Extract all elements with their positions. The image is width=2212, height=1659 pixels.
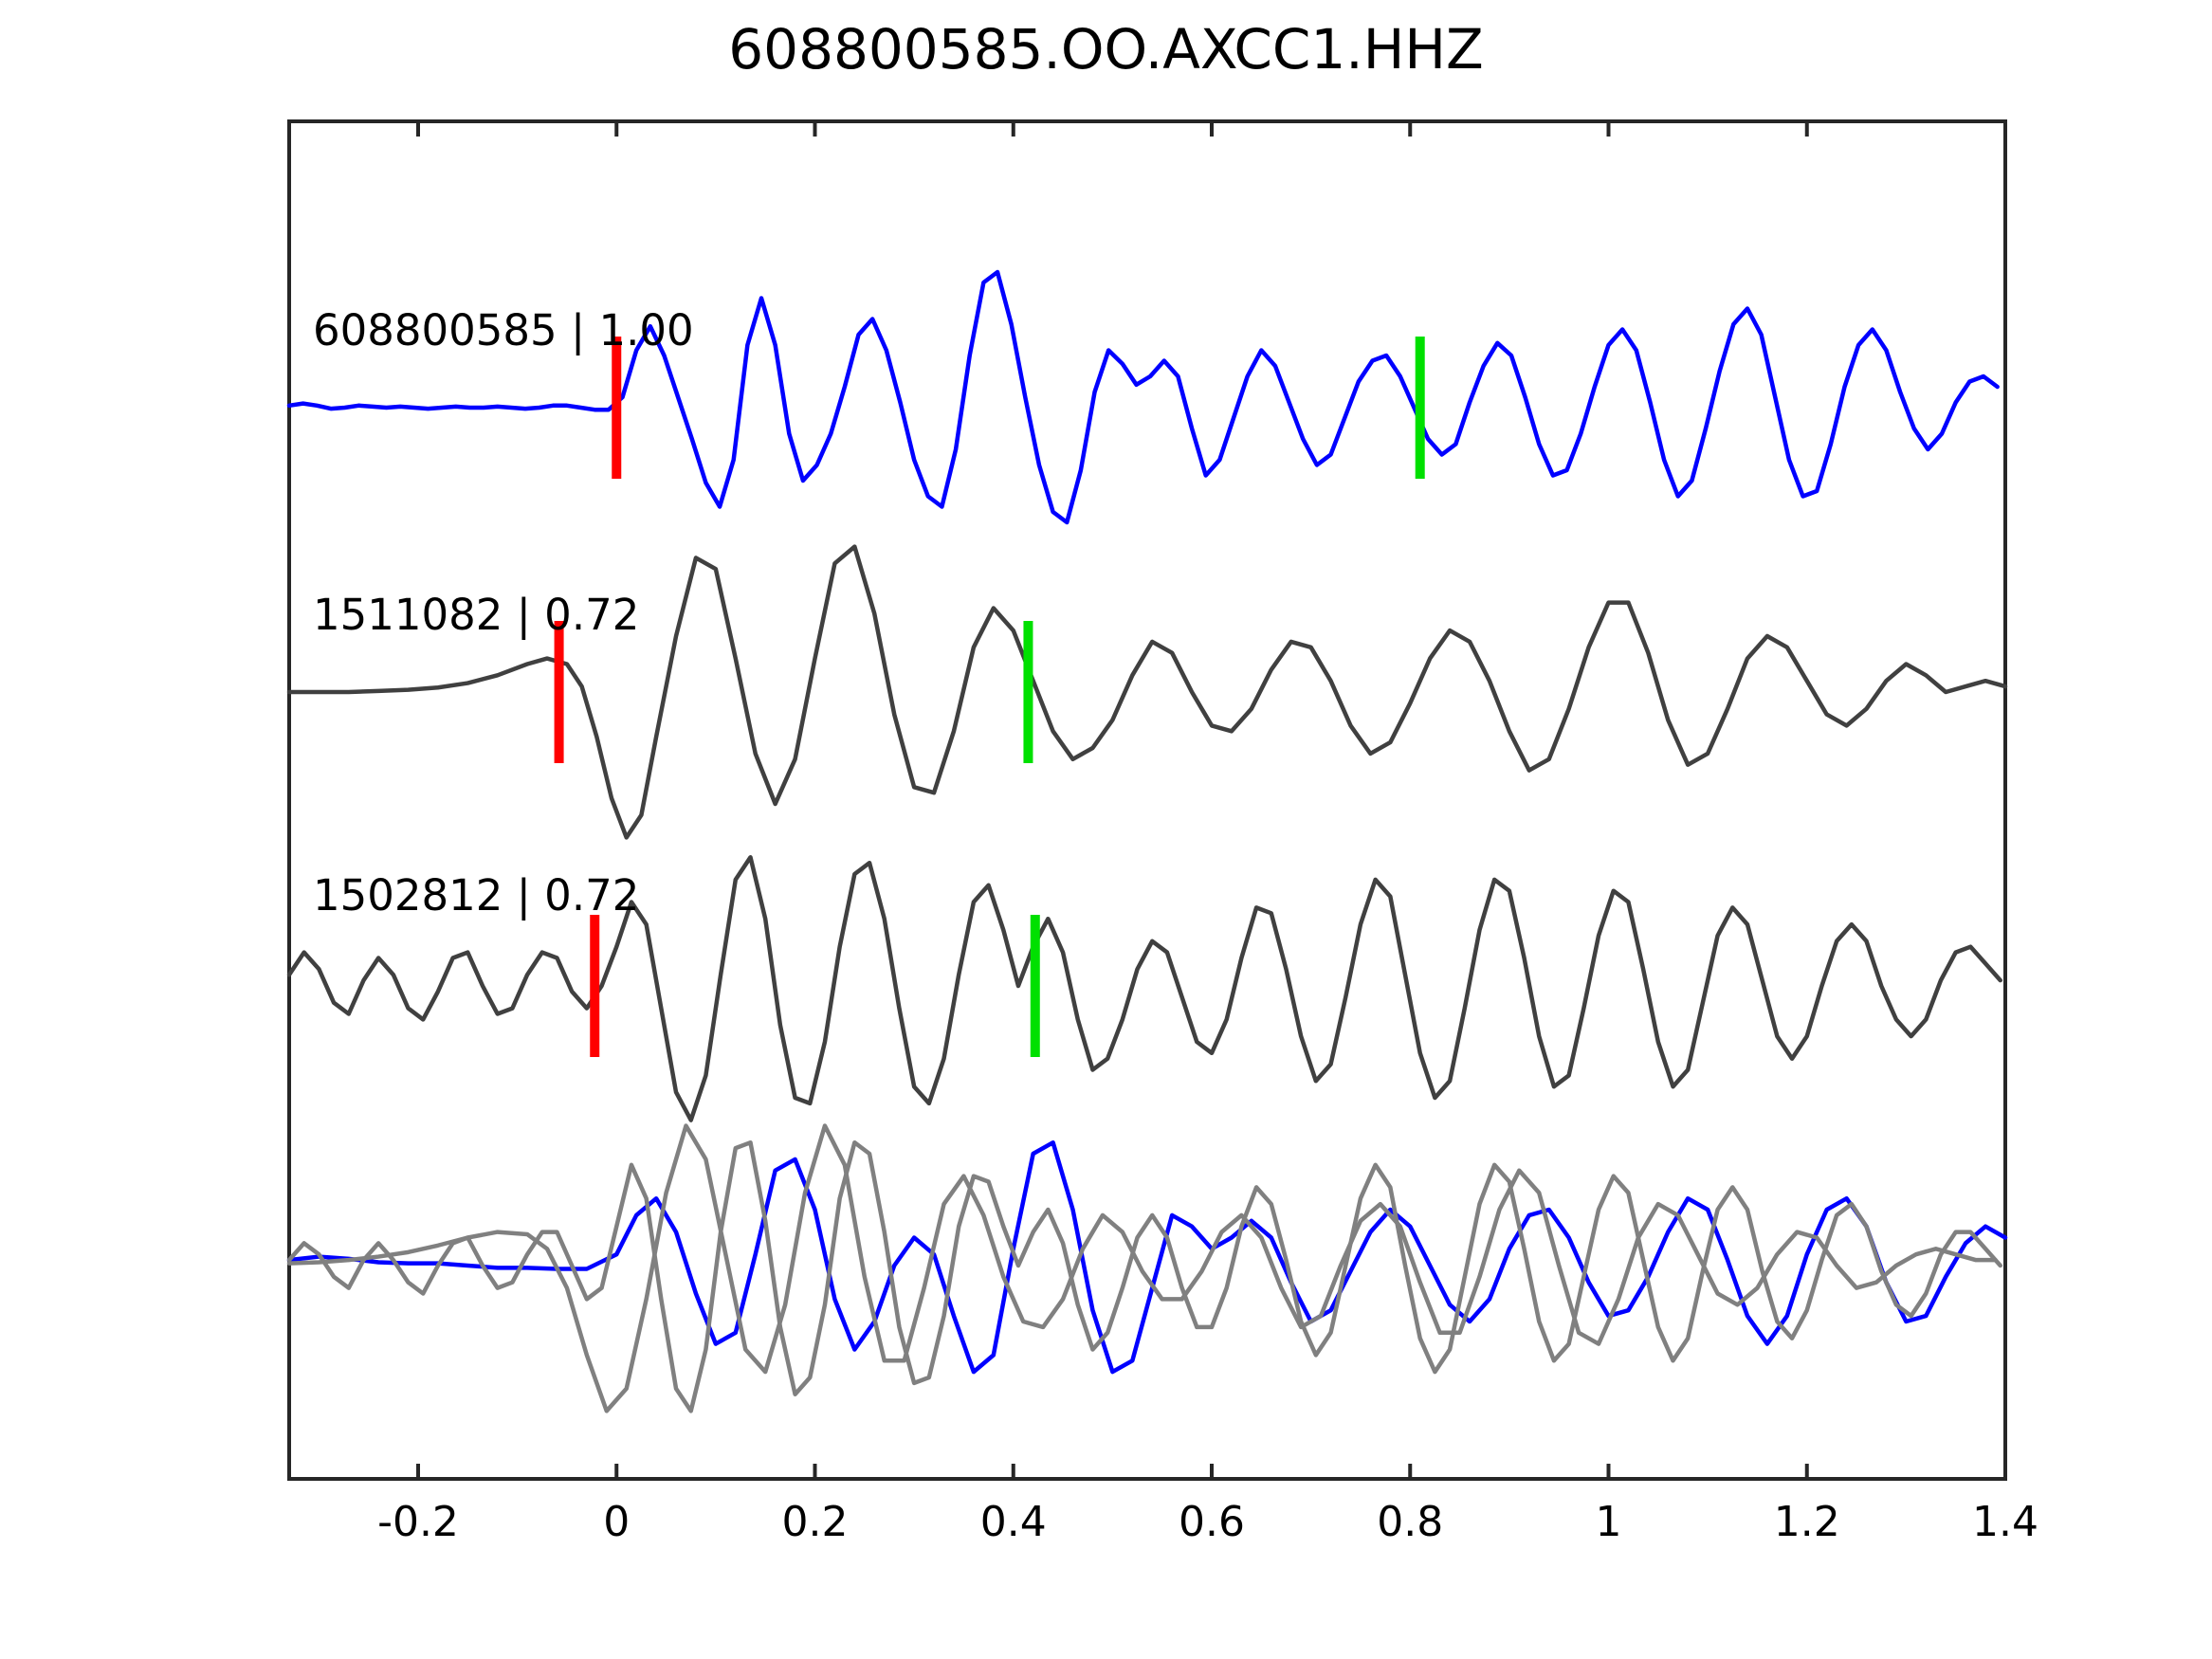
waveform-trace-stack-1502812 — [286, 1139, 2003, 1413]
pick-markers-group — [554, 337, 1425, 1057]
s-pick-marker-green — [1415, 337, 1425, 479]
s-pick-marker-green — [1030, 915, 1040, 1057]
trace-labels-group: 608800585 | 1.00 1511082 | 0.72 1502812 | … — [313, 305, 694, 921]
axes-frame-group — [287, 119, 2007, 1481]
plot-border — [287, 119, 2007, 1481]
waveform-trace-608800585 — [286, 269, 2000, 525]
x-tick-label: 0.6 — [1179, 1498, 1245, 1546]
x-tick-label: 0.8 — [1377, 1498, 1443, 1546]
waveform-traces-group — [286, 269, 2008, 1413]
waveform-trace-1502812 — [286, 855, 2003, 1122]
x-tick-label: 1.2 — [1774, 1498, 1840, 1546]
waveform-trace-stack-1511082 — [286, 1123, 1998, 1413]
trace-label-1511082: 1511082 | 0.72 — [313, 590, 639, 640]
x-tick-label: 1.4 — [1972, 1498, 2038, 1546]
x-tick-label: 0.4 — [980, 1498, 1047, 1546]
x-tick-label: 1 — [1596, 1498, 1622, 1546]
waveform-trace-stack-608800585 — [286, 1139, 2008, 1375]
x-tick-label: 0.2 — [782, 1498, 849, 1546]
x-axis-ticks-group: -0.2 0 0.2 0.4 0.6 0.8 1 1.2 1.4 — [377, 121, 2038, 1546]
p-pick-marker-red — [590, 915, 600, 1057]
s-pick-marker-green — [1023, 621, 1033, 763]
waveform-trace-1511082 — [286, 544, 2008, 840]
p-pick-marker-red — [612, 337, 622, 479]
x-tick-label: -0.2 — [377, 1498, 459, 1546]
page-title: 608800585.OO.AXCC1.HHZ — [728, 17, 1484, 82]
x-tick-label: 0 — [603, 1498, 630, 1546]
trace-label-1502812: 1502812 | 0.72 — [313, 870, 639, 921]
p-pick-marker-red — [554, 621, 564, 763]
trace-label-608800585: 608800585 | 1.00 — [313, 305, 694, 356]
